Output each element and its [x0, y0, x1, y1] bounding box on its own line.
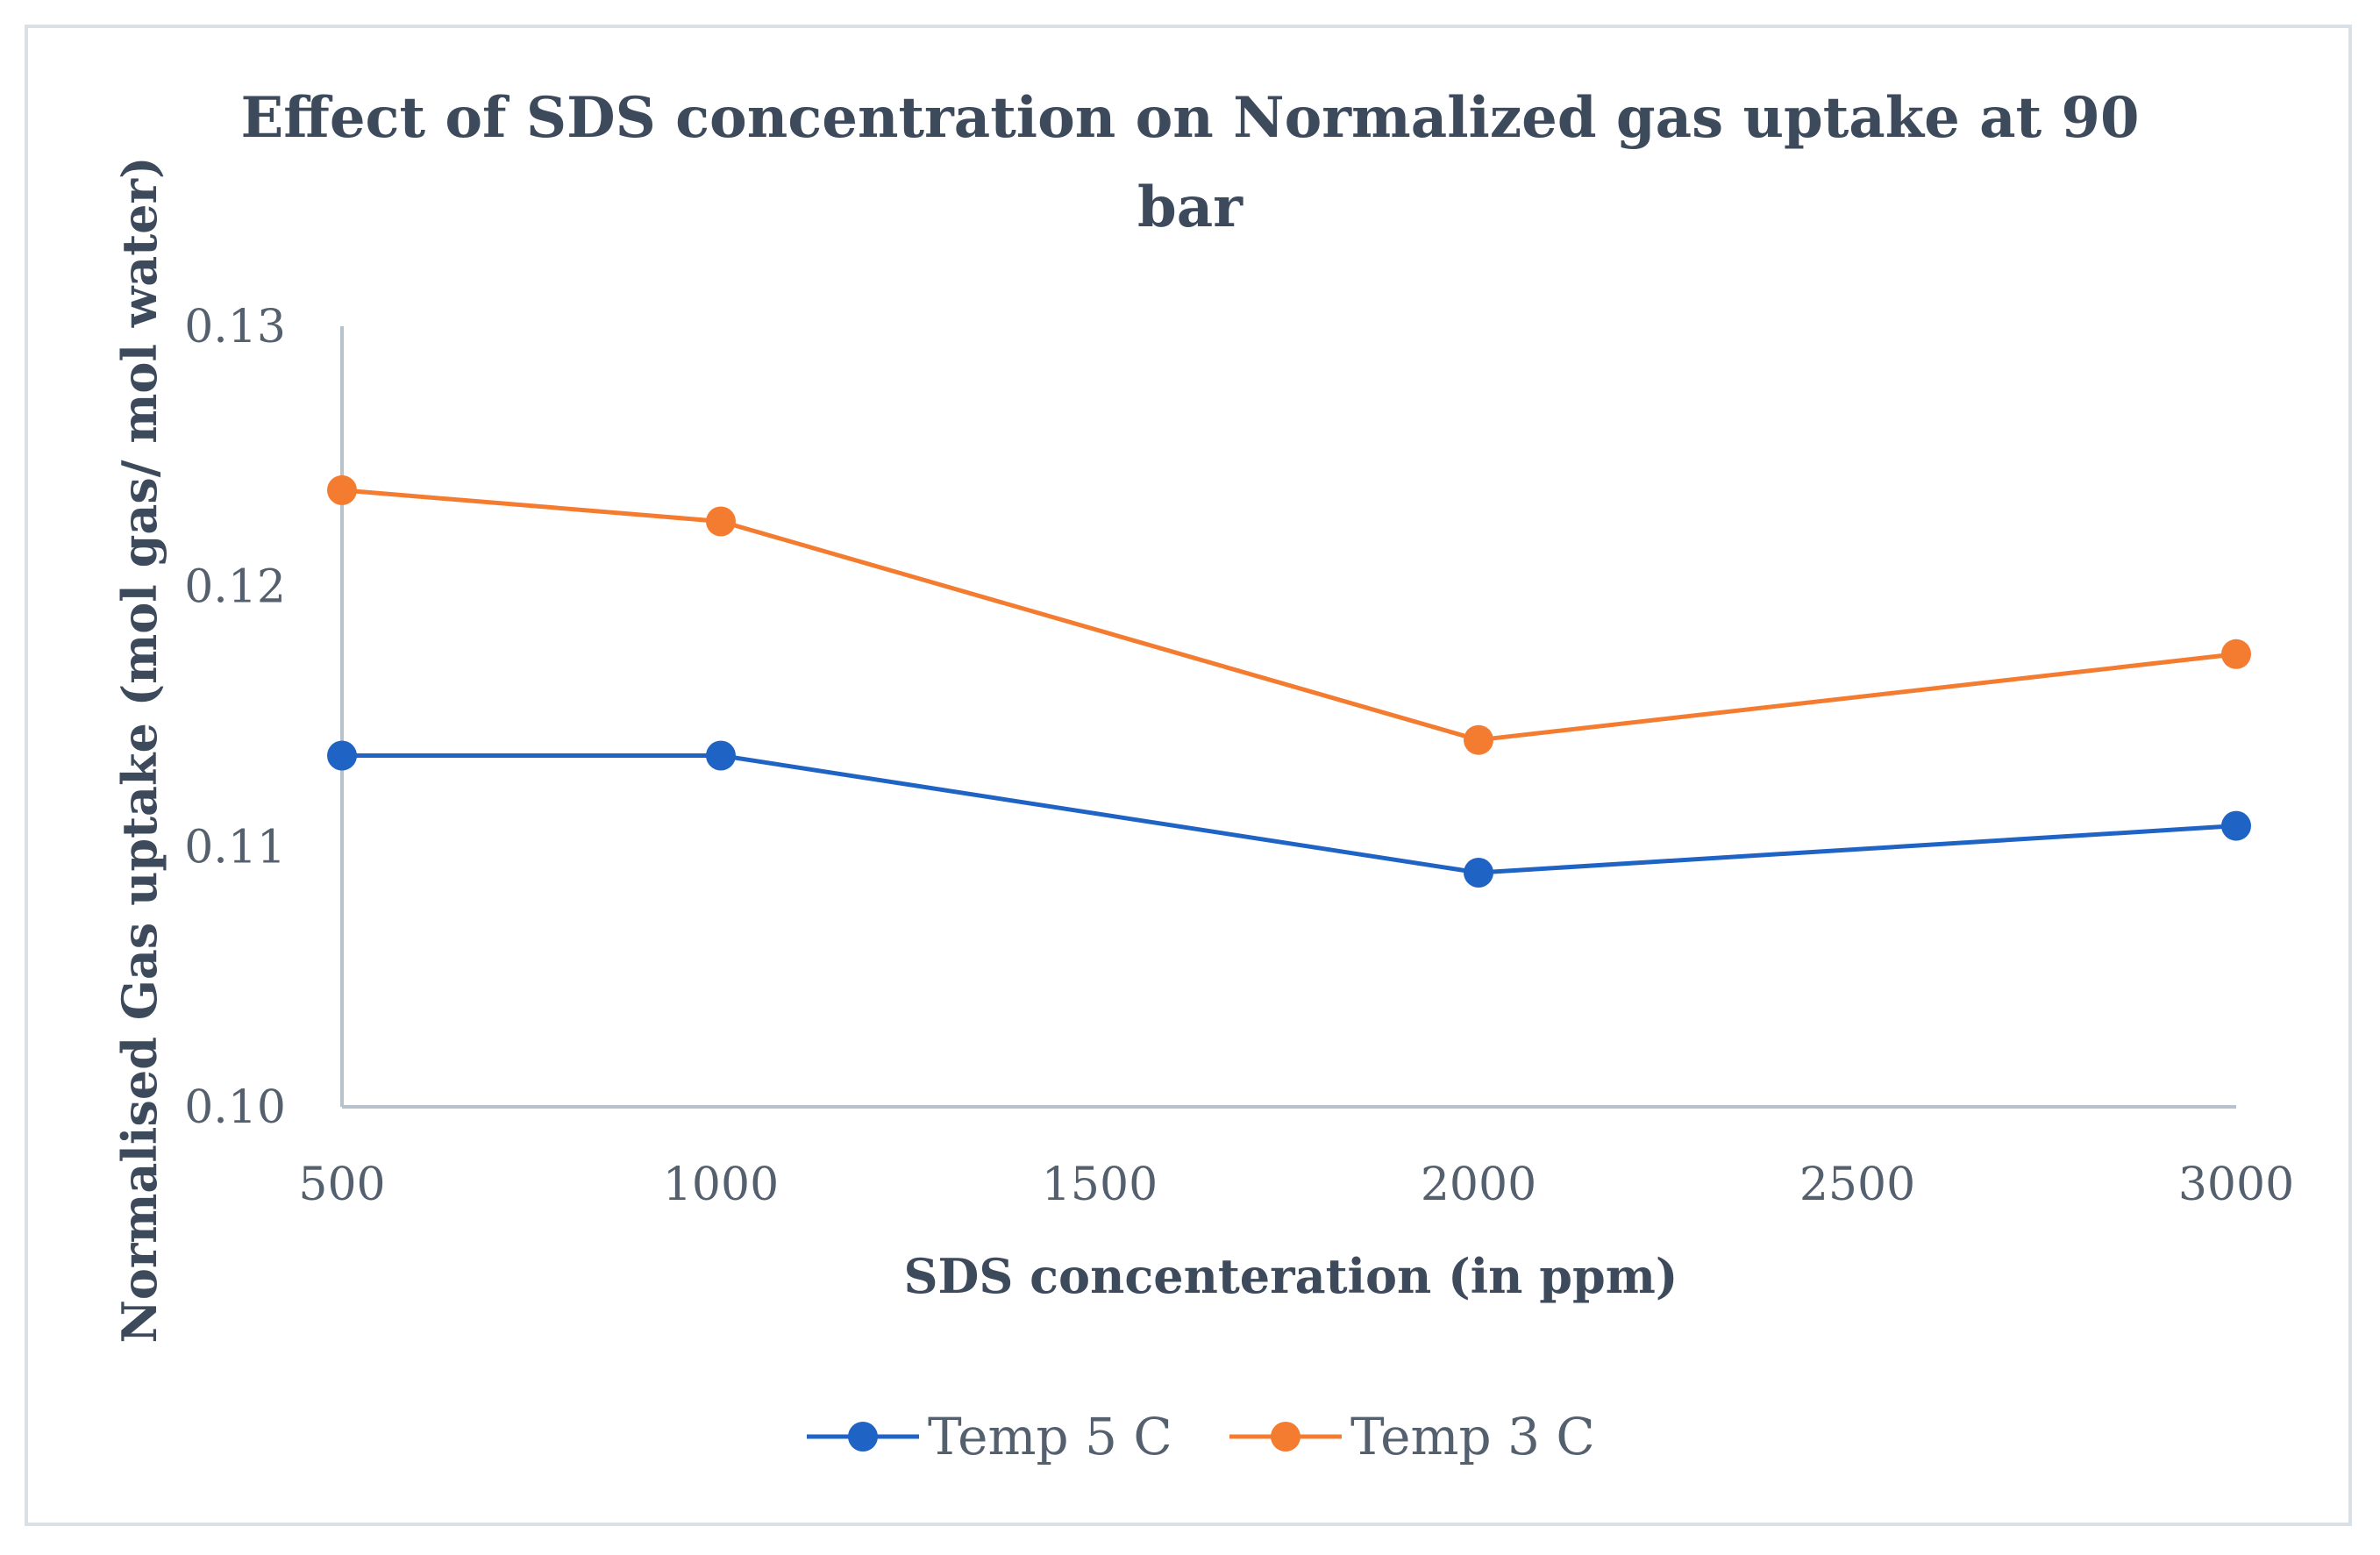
x-tick-label: 2500: [1799, 1159, 1915, 1211]
data-point-temp-3-c-1000: [706, 506, 736, 537]
chart-title-line-1: Effect of SDS concentration on Normalize…: [241, 85, 2140, 151]
legend: Temp 5 C Temp 3 C: [807, 1407, 1595, 1466]
legend-label-temp-5c: Temp 5 C: [928, 1407, 1172, 1466]
x-axis-title: SDS concenteration (in ppm): [904, 1248, 1678, 1304]
legend-label-temp-3c: Temp 3 C: [1350, 1407, 1595, 1466]
y-tick-label: 0.12: [184, 561, 286, 614]
y-axis-title: Normalised Gas uptake (mol gas/ mol wate…: [111, 156, 167, 1343]
series-line-temp-5-c: [342, 753, 2237, 875]
legend-marker-temp-5c: [848, 1422, 878, 1452]
chart-frame: [25, 25, 2352, 1526]
x-tick-label: 3000: [2178, 1159, 2294, 1211]
data-point-temp-5-c-2000: [1464, 858, 1493, 888]
data-point-temp-5-c-3000: [2221, 810, 2251, 841]
y-tick-label: 0.13: [184, 301, 286, 353]
x-tick-label: 1500: [1042, 1159, 1158, 1211]
chart-title-line-2: bar: [1137, 175, 1243, 240]
y-tick-label: 0.11: [184, 821, 286, 874]
data-point-temp-3-c-3000: [2221, 638, 2251, 669]
data-point-temp-5-c-500: [327, 740, 357, 771]
x-tick-label: 500: [298, 1159, 385, 1211]
data-point-temp-3-c-2000: [1464, 724, 1493, 755]
data-point-temp-5-c-1000: [706, 740, 736, 771]
y-tick-label: 0.10: [184, 1081, 286, 1134]
data-point-temp-3-c-500: [327, 474, 357, 505]
x-tick-label: 2000: [1421, 1159, 1536, 1211]
series-line-temp-3-c: [341, 488, 2237, 743]
legend-marker-temp-3c: [1271, 1422, 1300, 1452]
x-tick-label: 1000: [663, 1159, 779, 1211]
